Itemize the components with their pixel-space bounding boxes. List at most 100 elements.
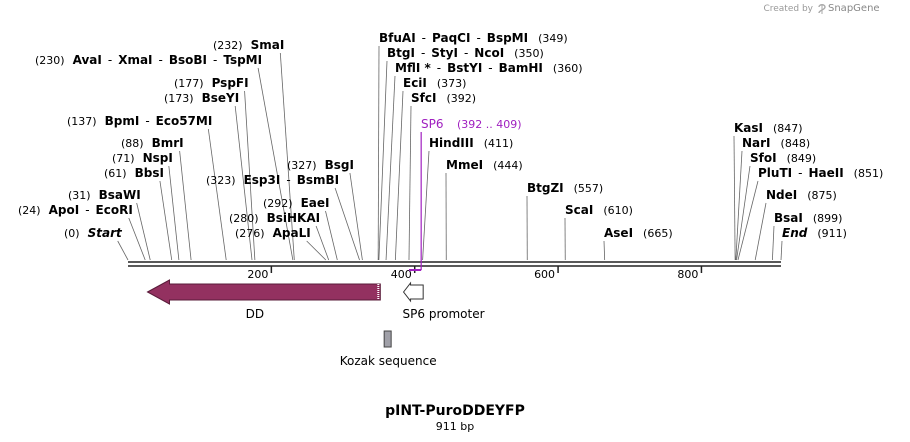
site-leader-bsai	[771, 225, 775, 261]
site-apoi[interactable]: (24) ApoI - EcoRI	[18, 203, 133, 217]
site-ndei[interactable]: NdeI (875)	[766, 188, 837, 202]
site-position: (847)	[773, 122, 803, 135]
site-name-paqci: PaqCI	[432, 31, 470, 45]
site-leader-pspfi	[244, 90, 256, 261]
primer-range: (392 .. 409)	[457, 118, 522, 131]
site-position: (276)	[235, 227, 265, 240]
site-bsihkai[interactable]: (280) BsiHKAI	[229, 211, 320, 225]
site-position: (444)	[493, 159, 523, 172]
snapgene-logo-icon	[818, 4, 826, 14]
site-eaei[interactable]: (292) EaeI	[263, 196, 330, 210]
site-nspi[interactable]: (71) NspI	[112, 151, 173, 165]
site-bmri[interactable]: (88) BmrI	[121, 136, 184, 150]
site-avai[interactable]: (230) AvaI - XmaI - BsoBI - TspMI	[35, 53, 262, 67]
site-name-mmei: MmeI	[446, 158, 483, 172]
feature-kozak-sequence[interactable]: Kozak sequence	[340, 330, 437, 368]
site-mmei[interactable]: MmeI (444)	[446, 158, 523, 172]
sequence-backbone	[128, 261, 781, 267]
site-name-pluti: PluTI	[758, 166, 792, 180]
ruler-tick-label-600: 600	[534, 268, 555, 281]
site-bsgi[interactable]: (327) BsgI	[287, 158, 354, 172]
site-name-bsobi: BsoBI	[169, 53, 207, 67]
ruler-tick-label-400: 400	[391, 268, 412, 281]
credit-prefix: Created by	[763, 4, 813, 14]
site-bfuai[interactable]: BfuAI - PaqCI - BspMI (349)	[379, 31, 568, 45]
site-position: (177)	[174, 77, 204, 90]
feature-arrow-sp6-promoter	[402, 281, 424, 303]
site-pluti[interactable]: PluTI - HaeII (851)	[758, 166, 883, 180]
site-mfli[interactable]: MflI * - BstYI - BamHI (360)	[395, 61, 583, 75]
site-position: (173)	[164, 92, 194, 105]
site-start[interactable]: (0) Start	[64, 226, 123, 240]
site-leader-bmri	[179, 150, 192, 261]
feature-box-kozak	[383, 330, 392, 348]
site-name-asei: AseI	[604, 226, 633, 240]
site-name-hindiii: HindIII	[429, 136, 474, 150]
site-name-sfoi: SfoI	[750, 151, 777, 165]
site-bsai[interactable]: BsaI (899)	[774, 211, 842, 225]
site-bseyi[interactable]: (173) BseYI	[164, 91, 239, 105]
site-leader-bsgi	[349, 172, 363, 261]
site-position: (848)	[781, 137, 811, 150]
site-name-tspmi: TspMI	[223, 53, 262, 67]
feature-arrow-dd	[146, 279, 381, 305]
site-scai[interactable]: ScaI (610)	[565, 203, 633, 217]
restriction-sites: (230) AvaI - XmaI - BsoBI - TspMI(232) SmaI (177)…	[18, 31, 883, 240]
site-position: (875)	[807, 189, 837, 202]
site-name-pspfi: PspFI	[212, 76, 249, 90]
credit-brand: SnapGene	[828, 3, 880, 14]
site-name-sfci: SfcI	[411, 91, 436, 105]
site-position: (24)	[18, 204, 41, 217]
site-leader-bpmi	[207, 128, 227, 261]
site-name-apoi: ApoI	[49, 203, 80, 217]
site-position: (350)	[514, 47, 544, 60]
site-sfoi[interactable]: SfoI (849)	[750, 151, 816, 165]
site-bsawi[interactable]: (31) BsaWI	[68, 188, 141, 202]
site-name-bstyi: BstYI	[447, 61, 482, 75]
site-leader-esp3i	[334, 187, 360, 261]
site-smai[interactable]: (232) SmaI	[213, 38, 284, 52]
site-end[interactable]: End (911)	[782, 226, 847, 240]
site-btgi[interactable]: BtgI - StyI - NcoI (350)	[387, 46, 544, 60]
site-leader-ndei	[754, 202, 767, 261]
site-position: (360)	[553, 62, 583, 75]
site-leader-bfuai	[377, 45, 380, 261]
site-ecii[interactable]: EciI (373)	[403, 76, 466, 90]
site-hindiii[interactable]: HindIII (411)	[429, 136, 513, 150]
site-position: (899)	[813, 212, 843, 225]
site-pspfi[interactable]: (177) PspFI	[174, 76, 249, 90]
site-name-bamhi: BamHI	[499, 61, 543, 75]
site-nari[interactable]: NarI (848)	[742, 136, 810, 150]
site-bbsi[interactable]: (61) BbsI	[104, 166, 164, 180]
site-kasi[interactable]: KasI (847)	[734, 121, 803, 135]
site-name-bsmbi: BsmBI	[297, 173, 339, 187]
site-position: (392)	[446, 92, 476, 105]
site-position: (0)	[64, 227, 80, 240]
site-bpmi[interactable]: (137) BpmI - Eco57MI	[67, 114, 212, 128]
site-name-start: Start	[88, 226, 123, 240]
site-btgzi[interactable]: BtgZI (557)	[527, 181, 603, 195]
site-leader-nari	[735, 150, 743, 261]
site-separator: -	[798, 166, 802, 180]
site-asei[interactable]: AseI (665)	[604, 226, 673, 240]
site-leader-ecii	[394, 90, 404, 261]
site-separator: -	[422, 31, 426, 45]
site-leader-bbsi	[159, 180, 173, 261]
site-name-bbsi: BbsI	[135, 166, 164, 180]
site-name-ncoi: NcoI	[474, 46, 504, 60]
site-separator: -	[421, 46, 425, 60]
site-esp3i[interactable]: (323) Esp3I - BsmBI	[206, 173, 339, 187]
map-title: pINT-PuroDDEYFP	[385, 403, 525, 419]
site-position: (557)	[574, 182, 604, 195]
site-leader-bsawi	[136, 202, 151, 261]
map-length: 911 bp	[436, 420, 474, 433]
site-sfci[interactable]: SfcI (392)	[411, 91, 476, 105]
site-leader-kasi	[733, 135, 736, 261]
site-name-bsawi: BsaWI	[99, 188, 141, 202]
site-name-ndei: NdeI	[766, 188, 797, 202]
site-position: (137)	[67, 115, 97, 128]
feature-dd[interactable]: DD	[146, 279, 381, 321]
primer-sp6[interactable]: SP6 (392 .. 409)	[408, 117, 522, 271]
site-apali[interactable]: (276) ApaLI	[235, 226, 311, 240]
feature-sp6-promoter[interactable]: SP6 promoter	[402, 281, 485, 321]
